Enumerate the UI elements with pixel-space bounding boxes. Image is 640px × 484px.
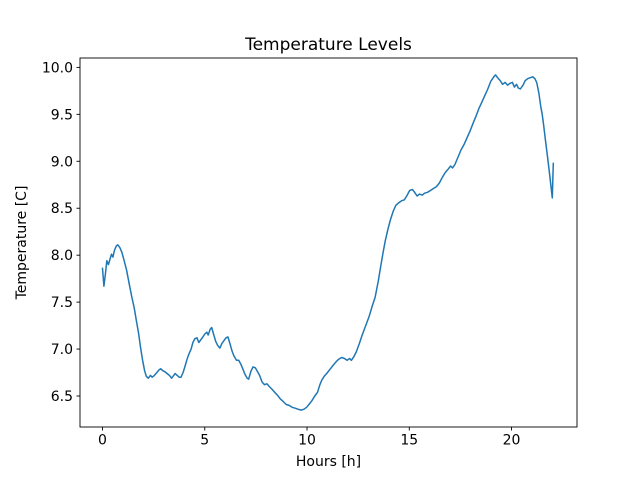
x-tick-label: 20 [503,433,521,449]
x-tick-label: 15 [400,433,418,449]
x-axis-ticks: 0 5 10 15 20 [98,427,520,449]
x-tick-label: 0 [98,433,107,449]
y-axis-label: Temperature [C] [14,186,30,301]
y-tick-label: 9.0 [51,154,73,170]
x-tick-label: 5 [200,433,209,449]
y-tick-label: 9.5 [51,107,73,123]
y-tick-label: 8.0 [51,248,73,264]
y-axis-ticks: 6.5 7.0 7.5 8.0 8.5 9.0 9.5 10.0 [42,60,80,405]
x-tick-label: 10 [298,433,316,449]
plot-area [80,58,577,427]
y-tick-label: 6.5 [51,389,73,405]
temperature-line [101,74,555,411]
y-tick-label: 7.0 [51,342,73,358]
y-tick-label: 8.5 [51,201,73,217]
y-tick-label: 10.0 [42,60,73,76]
axes-frame [79,57,578,428]
x-axis-label: Hours [h] [296,454,361,470]
y-tick-label: 7.5 [51,295,73,311]
chart-title: Temperature Levels [244,35,412,55]
